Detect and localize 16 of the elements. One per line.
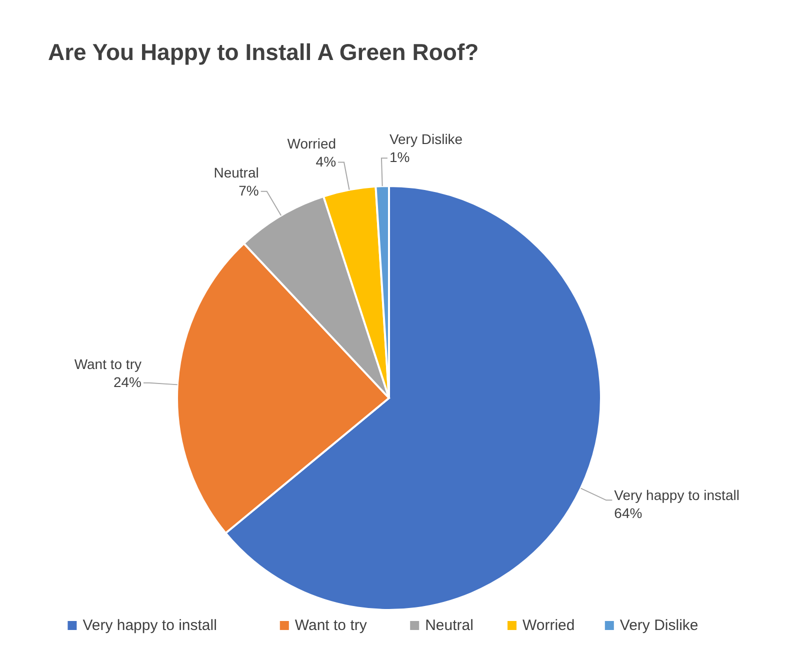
legend-label: Want to try — [294, 617, 368, 634]
legend-label: Very Dislike — [620, 617, 698, 634]
slice-label: Worried — [287, 135, 336, 152]
data-label: 4% — [316, 153, 336, 170]
legend-label: Neutral — [425, 617, 474, 634]
slice-label: Neutral — [214, 164, 259, 180]
chart-title: Are You Happy to Install A Green Roof? — [48, 39, 479, 65]
slice-label: Very happy to install — [614, 487, 740, 504]
slice-label: Very Dislike — [389, 131, 463, 148]
data-label: 64% — [614, 505, 642, 522]
data-label: 7% — [238, 182, 259, 198]
slice-label: Want to try — [74, 356, 142, 372]
legend-label: Very happy to install — [82, 617, 217, 634]
data-label: 1% — [389, 149, 410, 166]
legend-label: Worried — [522, 617, 575, 634]
data-label: 24% — [113, 374, 142, 390]
